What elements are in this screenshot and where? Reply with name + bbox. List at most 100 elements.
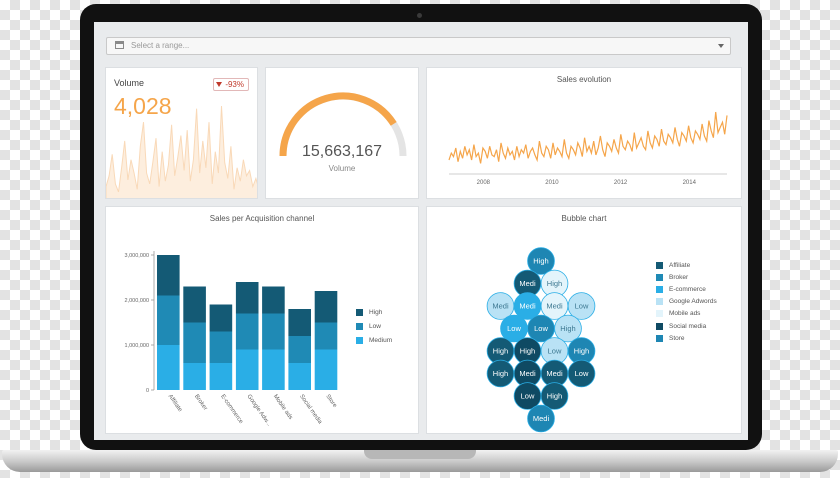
bar-medium[interactable] bbox=[183, 363, 206, 390]
legend-item[interactable]: Social media bbox=[656, 320, 717, 332]
legend-item[interactable]: Mobile ads bbox=[656, 308, 717, 320]
legend-label: Store bbox=[669, 334, 685, 342]
legend-swatch bbox=[656, 334, 663, 342]
bubble-label: Low bbox=[548, 347, 562, 356]
bubble-label: High bbox=[520, 347, 535, 356]
bubble-label: High bbox=[493, 347, 508, 356]
sparkline-area bbox=[106, 105, 257, 198]
legend-swatch bbox=[356, 308, 363, 316]
bubble-legend: Affiliate Broker E-commerce Google Adwords M… bbox=[656, 259, 717, 344]
bubble-label: High bbox=[574, 347, 589, 356]
legend-swatch bbox=[656, 285, 663, 293]
x-tick-label: 2008 bbox=[477, 180, 491, 186]
bubble[interactable] bbox=[527, 247, 555, 275]
bar-low[interactable] bbox=[183, 322, 206, 364]
y-tick-label: 0 bbox=[146, 388, 149, 394]
bubble-chart: High Medi High Medi Medi Medi Low Low Low High Hig… bbox=[486, 247, 596, 433]
bubble-label: Medi bbox=[492, 302, 509, 311]
bubble-label: High bbox=[493, 369, 508, 378]
range-placeholder: Select a range... bbox=[131, 41, 190, 50]
legend-item[interactable]: Store bbox=[656, 332, 717, 344]
bar-high[interactable] bbox=[183, 286, 206, 323]
bubble-label: Medi bbox=[533, 414, 550, 423]
bar-high[interactable] bbox=[314, 291, 338, 323]
legend-swatch bbox=[656, 310, 663, 318]
gauge-fill bbox=[279, 92, 397, 157]
sales-evolution-chart: 2008 2010 2012 2014 bbox=[448, 111, 728, 186]
legend-swatch bbox=[656, 261, 663, 269]
bubble[interactable] bbox=[567, 359, 596, 388]
laptop-base bbox=[2, 450, 838, 472]
delta-badge: -93% bbox=[213, 78, 249, 91]
x-tick-label: 2010 bbox=[545, 180, 559, 186]
x-tick-label: Mobile ads bbox=[272, 394, 294, 421]
delta-value: -93% bbox=[225, 80, 244, 89]
volume-sparkline bbox=[106, 105, 257, 198]
volume-gauge bbox=[279, 92, 407, 157]
bar-medium[interactable] bbox=[157, 345, 180, 390]
legend-item[interactable]: Low bbox=[356, 319, 392, 333]
bubble-panel: Bubble chart High Medi High Medi Medi Medi Low… bbox=[426, 206, 742, 434]
y-tick-label: 3,000,000 bbox=[125, 253, 149, 259]
legend-item[interactable]: Google Adwords bbox=[656, 296, 717, 308]
legend-item[interactable]: Medium bbox=[356, 333, 392, 347]
date-range-select[interactable]: Select a range... bbox=[106, 37, 731, 55]
bar-medium[interactable] bbox=[288, 363, 311, 390]
bar-high[interactable] bbox=[288, 309, 311, 336]
volume-label: Volume bbox=[114, 78, 145, 88]
legend-label: Medium bbox=[369, 336, 393, 344]
bubble[interactable] bbox=[527, 404, 555, 433]
x-tick-label: Broker bbox=[193, 394, 208, 412]
legend-label: Google Adwords bbox=[669, 298, 717, 306]
y-tick-label: 2,000,000 bbox=[125, 298, 149, 304]
legend-label: Broker bbox=[669, 273, 689, 281]
legend-label: E-commerce bbox=[669, 285, 706, 293]
bar-high[interactable] bbox=[157, 255, 180, 296]
bubble[interactable] bbox=[567, 292, 596, 320]
legend-label: Social media bbox=[669, 322, 707, 330]
bar-high[interactable] bbox=[235, 282, 259, 314]
bar-medium[interactable] bbox=[235, 349, 259, 391]
bubble-label: Medi bbox=[519, 279, 536, 288]
bar-low[interactable] bbox=[157, 295, 180, 346]
bar-high[interactable] bbox=[262, 286, 285, 314]
bubble[interactable] bbox=[540, 382, 569, 410]
bar-low[interactable] bbox=[262, 313, 285, 350]
bubble-label: High bbox=[547, 392, 562, 401]
legend-item[interactable]: Broker bbox=[656, 271, 717, 283]
legend-swatch bbox=[656, 322, 663, 330]
legend-item[interactable]: Affiliate bbox=[656, 259, 717, 271]
legend-swatch bbox=[656, 273, 663, 281]
acquisition-title: Sales per Acquisition channel bbox=[209, 214, 315, 223]
bubble-label: Low bbox=[507, 324, 521, 333]
acquisition-panel: Sales per Acquisition channel 0 1,000,000… bbox=[105, 206, 419, 434]
legend-label: Mobile ads bbox=[669, 310, 701, 318]
y-tick-label: 1,000,000 bbox=[125, 343, 149, 349]
bar-medium[interactable] bbox=[262, 349, 285, 391]
calendar-icon bbox=[115, 41, 124, 49]
bubble-label: Medi bbox=[519, 369, 536, 378]
dashboard-screen: Select a range... Volume 4,028 -93% 15,6… bbox=[94, 22, 748, 440]
acquisition-chart: 0 1,000,000 2,000,000 3,000,000 Affiliate Bro… bbox=[125, 251, 338, 428]
legend-label: Low bbox=[369, 322, 381, 330]
legend-item[interactable]: High bbox=[356, 305, 392, 319]
legend-swatch bbox=[356, 322, 363, 330]
bubble[interactable] bbox=[554, 314, 582, 343]
bubble-label: High bbox=[547, 279, 562, 288]
bar-medium[interactable] bbox=[314, 349, 338, 391]
bar-low[interactable] bbox=[288, 336, 311, 363]
bar-low[interactable] bbox=[235, 313, 259, 350]
bubble-label: Medi bbox=[546, 302, 563, 311]
legend-swatch bbox=[356, 336, 363, 344]
bar-high[interactable] bbox=[209, 304, 233, 332]
bar-medium[interactable] bbox=[209, 363, 233, 390]
chevron-down-icon[interactable] bbox=[718, 44, 724, 48]
legend-item[interactable]: E-commerce bbox=[656, 283, 717, 295]
sales-evolution-title: Sales evolution bbox=[556, 75, 612, 84]
bar-low[interactable] bbox=[314, 322, 338, 350]
camera-icon bbox=[417, 13, 422, 18]
bubble-label: High bbox=[560, 324, 575, 333]
bar-low[interactable] bbox=[209, 331, 233, 364]
bubble-label: Medi bbox=[546, 369, 563, 378]
x-tick-label: 2014 bbox=[683, 180, 697, 186]
